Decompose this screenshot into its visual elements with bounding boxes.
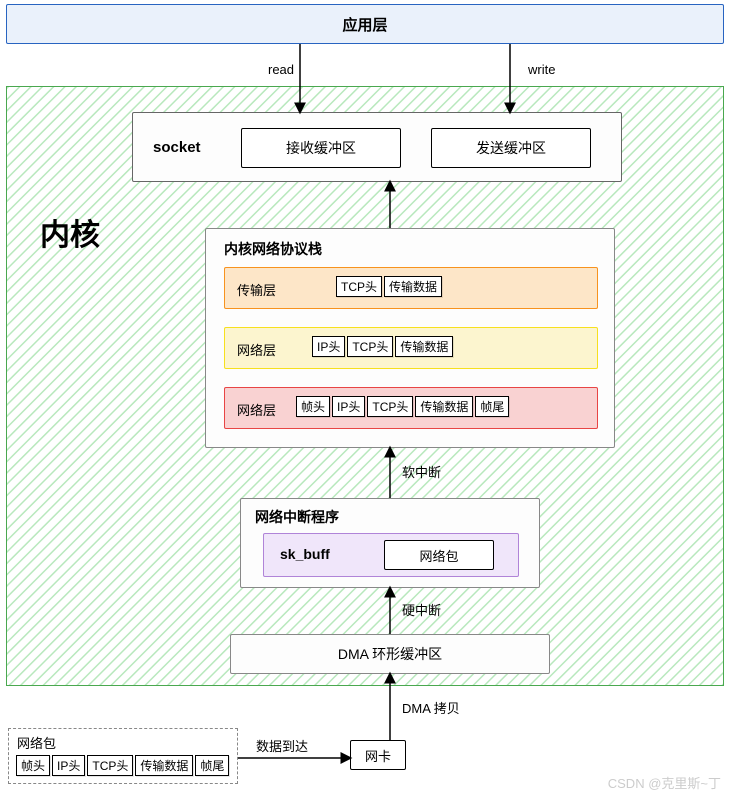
app-layer-box: 应用层 bbox=[6, 4, 724, 44]
app-layer-label: 应用层 bbox=[342, 14, 387, 35]
seg-frame-head: 帧头 bbox=[296, 396, 330, 417]
protocol-stack-box: 内核网络协议栈 传输层 TCP头传输数据 网络层 IP头TCP头传输数据 网络层… bbox=[205, 228, 615, 448]
seg-tcp-head: TCP头 bbox=[336, 276, 382, 297]
link-layer: 网络层 帧头IP头TCP头传输数据帧尾 bbox=[224, 387, 598, 429]
seg-tcp-head: TCP头 bbox=[347, 336, 393, 357]
packet-box: 网络包 帧头IP头TCP头传输数据帧尾 bbox=[8, 728, 238, 784]
seg-frame-tail: 帧尾 bbox=[475, 396, 509, 417]
socket-title: socket bbox=[153, 139, 201, 156]
arrive-label: 数据到达 bbox=[256, 736, 308, 755]
skbuff-label: sk_buff bbox=[280, 546, 330, 562]
read-label: read bbox=[268, 62, 294, 77]
dmacopy-label: DMA 拷贝 bbox=[402, 698, 460, 717]
pkt-frame-tail: 帧尾 bbox=[195, 755, 229, 776]
kernel-title: 内核 bbox=[40, 210, 100, 254]
pkt-tcp-head: TCP头 bbox=[87, 755, 133, 776]
seg-ip-head: IP头 bbox=[332, 396, 365, 417]
skbuff-packet-label: 网络包 bbox=[419, 546, 458, 565]
interrupt-box: 网络中断程序 sk_buff 网络包 bbox=[240, 498, 540, 588]
interrupt-title: 网络中断程序 bbox=[255, 507, 339, 527]
recv-buffer-label: 接收缓冲区 bbox=[286, 138, 356, 158]
socket-box: socket 接收缓冲区 发送缓冲区 bbox=[132, 112, 622, 182]
seg-tcp-head: TCP头 bbox=[367, 396, 413, 417]
seg-data: 传输数据 bbox=[384, 276, 442, 297]
recv-buffer: 接收缓冲区 bbox=[241, 128, 401, 168]
link-label: 网络层 bbox=[237, 400, 276, 419]
hardirq-label: 硬中断 bbox=[402, 600, 441, 619]
pkt-data: 传输数据 bbox=[135, 755, 193, 776]
network-layer: 网络层 IP头TCP头传输数据 bbox=[224, 327, 598, 369]
write-label: write bbox=[528, 62, 555, 77]
dma-ring-label: DMA 环形缓冲区 bbox=[338, 644, 442, 664]
softirq-label: 软中断 bbox=[402, 462, 441, 481]
seg-data: 传输数据 bbox=[395, 336, 453, 357]
seg-ip-head: IP头 bbox=[312, 336, 345, 357]
packet-title: 网络包 bbox=[17, 733, 56, 752]
skbuff-box: sk_buff 网络包 bbox=[263, 533, 519, 577]
send-buffer-label: 发送缓冲区 bbox=[476, 138, 546, 158]
send-buffer: 发送缓冲区 bbox=[431, 128, 591, 168]
nic-label: 网卡 bbox=[365, 746, 391, 765]
dma-ring-box: DMA 环形缓冲区 bbox=[230, 634, 550, 674]
skbuff-packet: 网络包 bbox=[384, 540, 494, 570]
seg-data: 传输数据 bbox=[415, 396, 473, 417]
watermark: CSDN @克里斯~丁 bbox=[608, 773, 721, 792]
nic-box: 网卡 bbox=[350, 740, 406, 770]
stack-title: 内核网络协议栈 bbox=[224, 239, 322, 259]
transport-label: 传输层 bbox=[237, 280, 276, 299]
pkt-ip-head: IP头 bbox=[52, 755, 85, 776]
pkt-frame-head: 帧头 bbox=[16, 755, 50, 776]
network-label: 网络层 bbox=[237, 340, 276, 359]
transport-layer: 传输层 TCP头传输数据 bbox=[224, 267, 598, 309]
